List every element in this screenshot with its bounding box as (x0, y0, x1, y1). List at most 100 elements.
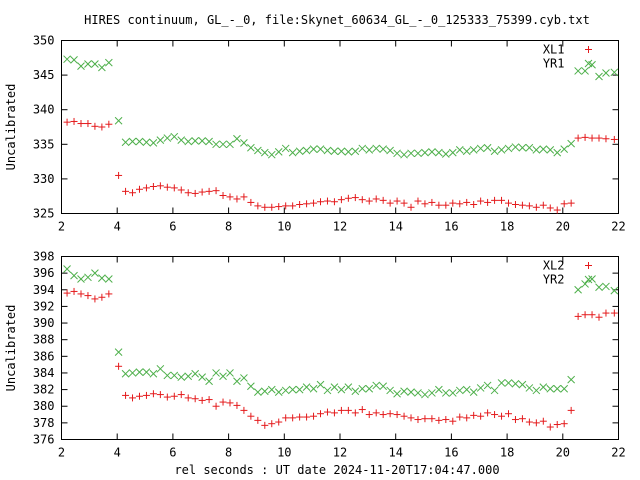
xl1-point (344, 194, 352, 202)
yr1-point (469, 145, 478, 154)
xl2-point (567, 406, 575, 414)
x-tick-label: 2 (58, 446, 65, 460)
yr2-point (63, 265, 71, 273)
xl1-point (303, 200, 311, 208)
xl1-point (595, 134, 603, 142)
yr1-point (323, 146, 332, 155)
yr2-point (553, 384, 562, 393)
xl1-point (240, 193, 248, 201)
xl1-point (442, 201, 450, 209)
xl2-point (70, 287, 78, 295)
xl2-point (254, 416, 262, 424)
xl2-point (504, 410, 512, 418)
x-tick-label: 2 (58, 220, 65, 234)
yr1-point (407, 149, 415, 158)
top-panel-points (63, 55, 619, 214)
yr1-point (372, 144, 381, 153)
yr1-point (260, 148, 269, 157)
yr1-point (504, 144, 513, 153)
xl1-point (560, 200, 568, 208)
yr1-point (351, 147, 360, 156)
yr2-point (462, 385, 471, 394)
x-tick-label: 20 (556, 220, 570, 234)
xl1-point (407, 203, 415, 211)
xl2-point (358, 406, 366, 414)
yr2-point (581, 280, 589, 288)
xl2-point (456, 413, 464, 421)
x-tick-label: 6 (169, 220, 176, 234)
chart-title: HIRES continuum, GL_-_0, file:Skynet_606… (84, 13, 590, 27)
yr1-point (428, 148, 436, 156)
xl1-point (553, 206, 561, 214)
xl1-point (177, 186, 185, 194)
x-tick-label: 4 (114, 446, 121, 460)
yr1-point (400, 150, 408, 159)
xl1-point (63, 118, 71, 126)
y-tick-label: 396 (33, 266, 55, 280)
legend-marker-yr1 (584, 59, 593, 68)
xl1-point (602, 135, 610, 143)
xl2-point (442, 416, 450, 424)
xl2-point (219, 398, 227, 406)
yr2-point (288, 385, 297, 394)
yr1-point (128, 137, 137, 146)
yr1-point (156, 136, 165, 145)
xl2-point (470, 411, 478, 419)
xl2-point (268, 420, 276, 428)
yr2-point (595, 283, 603, 292)
xl2-point (386, 410, 394, 418)
yr2-point (177, 373, 186, 381)
xl2-point (511, 416, 519, 424)
yr2-point (414, 389, 422, 397)
bottom-panel-points (63, 265, 619, 431)
xl2-point (163, 393, 171, 401)
xl2-point (449, 417, 457, 425)
xl1-point (518, 201, 526, 209)
xl1-point (296, 201, 304, 209)
yr1-point (539, 145, 548, 153)
xl1-point (504, 199, 512, 207)
yr1-point (421, 148, 429, 157)
xl1-point (351, 194, 359, 202)
xl2-point (610, 309, 618, 317)
xl2-point (205, 396, 213, 404)
bottom-panel-frame (61, 256, 619, 440)
yr2-point (393, 389, 401, 398)
yr1-point (546, 145, 555, 154)
yr2-point (274, 388, 283, 396)
x-tick-label: 18 (500, 220, 514, 234)
xl2-point (379, 411, 387, 419)
yr1-point (114, 116, 123, 125)
y-tick-label: 388 (33, 333, 55, 347)
xl1-point (247, 198, 255, 206)
xl2-point (105, 290, 113, 298)
xl1-point (435, 201, 443, 209)
yr2-point (490, 386, 499, 395)
legend-marker-yr2 (584, 275, 593, 284)
xl1-point (254, 202, 262, 210)
xl2-point (581, 311, 589, 319)
yr2-point (77, 275, 85, 283)
yr1-point (574, 67, 582, 75)
yr1-point (358, 144, 367, 153)
yr1-point (177, 136, 186, 145)
yr1-point (142, 138, 151, 147)
bottom-panel-ticks: 2 4 6 8 10 12 14 16 18 20 22 376 378 380 382 384 386 388 3… (33, 250, 626, 460)
xl1-point (268, 203, 276, 211)
y-tick-label: 350 (33, 34, 55, 48)
xl2-point (435, 416, 443, 424)
xl2-point (553, 421, 561, 429)
xl2-point (212, 402, 220, 410)
yr2-point (546, 384, 555, 393)
xl2-point (142, 391, 150, 399)
yr2-point (455, 386, 464, 395)
yr2-point (316, 380, 325, 389)
yr1-point (77, 62, 85, 70)
yr1-point (602, 69, 610, 77)
yr2-point (330, 383, 339, 391)
yr1-point (532, 145, 541, 154)
legend-label-yr2: YR2 (543, 273, 565, 287)
xl2-point (135, 392, 143, 400)
xl2-point (184, 394, 192, 402)
